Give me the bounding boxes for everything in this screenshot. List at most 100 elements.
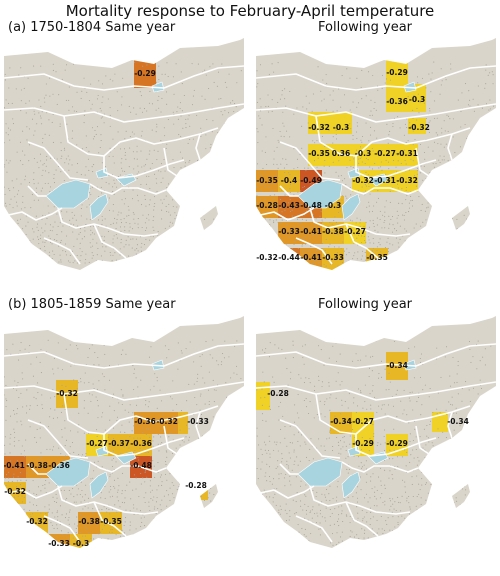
panel-label-b-same: (b) 1805-1859 Same year <box>8 297 176 312</box>
cell-value-label: -0.32 <box>396 176 418 185</box>
lake-3 <box>347 167 361 179</box>
cell-value-label: -0.37 <box>108 439 130 448</box>
cell-value-label: -0.34 <box>330 417 352 426</box>
map-panel-b-same: -0.32 -0.36 -0.32 -0.33 -0.27 -0.37 -0.36 -0.41… <box>4 316 244 560</box>
cell-value-label: -0.41 <box>300 227 322 236</box>
heat-cell-a-same-0 <box>134 58 156 88</box>
heat-cell-a-following-7 <box>330 144 352 166</box>
heat-cell-a-following-16 <box>396 170 418 192</box>
cell-value-label: -0.27 <box>374 149 396 158</box>
region-borders <box>256 343 496 543</box>
cell-value-label: -0.4 <box>281 176 297 185</box>
lake-1 <box>89 471 109 499</box>
island-gotland <box>452 206 470 230</box>
region-borders <box>4 343 244 543</box>
cell-value-label: 0.36 <box>332 149 351 158</box>
panel-label-a-same: (a) 1750-1804 Same year <box>8 20 176 35</box>
heat-cell-a-following-28 <box>322 248 344 270</box>
cell-value-label: -0.27 <box>352 417 374 426</box>
island-gotland <box>200 206 218 230</box>
cell-value-label: -0.32 <box>26 517 48 526</box>
cell-value-label: -0.32 <box>408 123 430 132</box>
cell-value-label: -0.32 <box>352 176 374 185</box>
heat-cell-a-following-10 <box>396 144 418 166</box>
cell-value-label: -0.28 <box>256 201 278 210</box>
island-gotland <box>200 484 218 508</box>
cell-value-label: -0.32 <box>156 417 178 426</box>
heat-cell-a-following-21 <box>278 222 300 244</box>
cell-value-label: -0.38 <box>78 517 100 526</box>
cell-value-label: -0.31 <box>374 176 396 185</box>
heat-cell-b-following-1 <box>256 382 270 410</box>
heat-cell-a-following-22 <box>300 222 322 244</box>
cell-value-label: -0.32 <box>256 253 278 262</box>
heat-cell-b-same-8 <box>26 456 48 478</box>
cell-value-label: -0.41 <box>300 253 322 262</box>
cell-value-label: -0.32 <box>4 487 26 496</box>
map-b-same: -0.32-0.36 -0.32 -0.33-0.27 -0.37 -0.36-0.41… <box>4 316 244 548</box>
cell-value-label: -0.38 <box>26 461 48 470</box>
cell-value-label: -0.28 <box>185 481 207 490</box>
heat-cell-b-following-0 <box>386 352 408 380</box>
cell-value-label: -0.35 <box>256 176 278 185</box>
panel-label-b-following: Following year <box>318 297 413 312</box>
heat-cell-a-following-3 <box>308 112 330 134</box>
lake-3 <box>95 445 109 457</box>
region-borders <box>256 65 496 265</box>
heat-cells <box>134 58 156 88</box>
map-b-following: -0.34-0.28-0.34-0.27-0.34-0.29 -0.29 <box>256 316 496 548</box>
heat-cell-a-following-11 <box>256 170 278 192</box>
cell-value-label: -0.33 <box>48 539 70 548</box>
lake-1 <box>341 193 361 221</box>
cell-value-label: -0.3 <box>325 201 341 210</box>
cell-value-label: -0.3 <box>333 123 349 132</box>
heat-cell-b-following-3 <box>352 412 374 434</box>
panel-label-a-following: Following year <box>318 20 413 35</box>
cell-value-label: -0.32 <box>56 389 78 398</box>
heat-cell-a-following-5 <box>408 118 426 134</box>
cell-value-label: -0.33 <box>187 417 209 426</box>
cell-value-label: -0.41 <box>4 461 25 470</box>
cell-value-label: -0.35 <box>366 253 388 262</box>
cell-value-label: -0.32 <box>308 123 330 132</box>
cell-value-label: -0.29 <box>352 439 374 448</box>
heat-cell-a-following-4 <box>330 112 352 134</box>
cell-value-label: -0.36 <box>130 439 152 448</box>
landmass <box>256 316 496 548</box>
cell-value-label: -0.3 <box>73 539 89 548</box>
cell-value-label: -0.48 <box>130 461 152 470</box>
region-borders <box>4 65 244 265</box>
heat-cell-b-same-2 <box>156 412 178 434</box>
lake-3 <box>347 445 361 457</box>
cell-value-label: -0.3 <box>409 95 425 104</box>
island-gotland <box>452 484 470 508</box>
landmass <box>4 38 244 270</box>
cell-value-label: -0.38 <box>322 227 344 236</box>
cell-value-label: -0.29 <box>134 69 156 78</box>
map-a-following: -0.29-0.36 -0.3-0.32 -0.3 -0.32-0.35 0.36 -0.… <box>256 38 496 270</box>
heat-cell-b-same-3 <box>178 412 188 434</box>
cell-value-label: -0.43 <box>278 201 300 210</box>
heat-cell-b-same-14 <box>78 512 100 534</box>
cell-value-label: -0.3 <box>355 149 371 158</box>
lake-3 <box>95 167 109 179</box>
heat-cell-a-following-1 <box>386 84 408 112</box>
cell-value-label: -0.34 <box>386 361 408 370</box>
cell-value-label: -0.49 <box>300 176 322 185</box>
map-panel-b-following: -0.34 -0.28 -0.34 -0.27 -0.34 -0.29 -0.29 <box>256 316 496 560</box>
heat-cell-a-following-9 <box>374 144 396 166</box>
cell-value-label: -0.34 <box>447 417 469 426</box>
lake-1 <box>341 471 361 499</box>
cell-value-label: -0.35 <box>100 517 122 526</box>
heat-cell-a-following-18 <box>278 196 300 218</box>
cell-value-label: -0.35 <box>308 149 330 158</box>
map-panel-a-same: -0.29 <box>4 38 244 282</box>
heat-cell-b-following-6 <box>386 434 408 456</box>
cell-value-label: -0.36 <box>386 97 408 106</box>
cell-value-label: -0.28 <box>267 389 289 398</box>
map-panel-a-following: -0.29 -0.36 -0.3 -0.32 -0.3 -0.32 -0.35 0.36 -0.… <box>256 38 496 282</box>
cell-value-label: -0.48 <box>300 201 322 210</box>
cell-value-label: -0.36 <box>134 417 156 426</box>
cell-value-label: -0.29 <box>386 439 408 448</box>
cell-value-label: -0.29 <box>386 68 408 77</box>
